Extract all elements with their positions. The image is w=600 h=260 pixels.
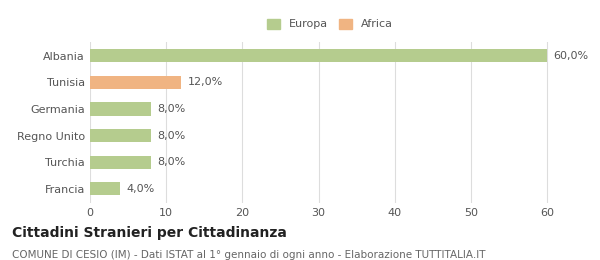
Legend: Europa, Africa: Europa, Africa bbox=[263, 15, 397, 33]
Text: Cittadini Stranieri per Cittadinanza: Cittadini Stranieri per Cittadinanza bbox=[12, 226, 287, 240]
Bar bbox=[90, 129, 151, 142]
Bar bbox=[90, 76, 181, 89]
Text: 60,0%: 60,0% bbox=[553, 51, 589, 61]
Text: COMUNE DI CESIO (IM) - Dati ISTAT al 1° gennaio di ogni anno - Elaborazione TUTT: COMUNE DI CESIO (IM) - Dati ISTAT al 1° … bbox=[12, 250, 485, 259]
Text: 8,0%: 8,0% bbox=[157, 104, 185, 114]
Bar bbox=[90, 49, 547, 62]
Text: 8,0%: 8,0% bbox=[157, 157, 185, 167]
Bar bbox=[90, 102, 151, 115]
Text: 12,0%: 12,0% bbox=[188, 77, 223, 87]
Text: 8,0%: 8,0% bbox=[157, 131, 185, 140]
Text: 4,0%: 4,0% bbox=[127, 184, 155, 194]
Bar bbox=[90, 182, 121, 196]
Bar bbox=[90, 155, 151, 169]
